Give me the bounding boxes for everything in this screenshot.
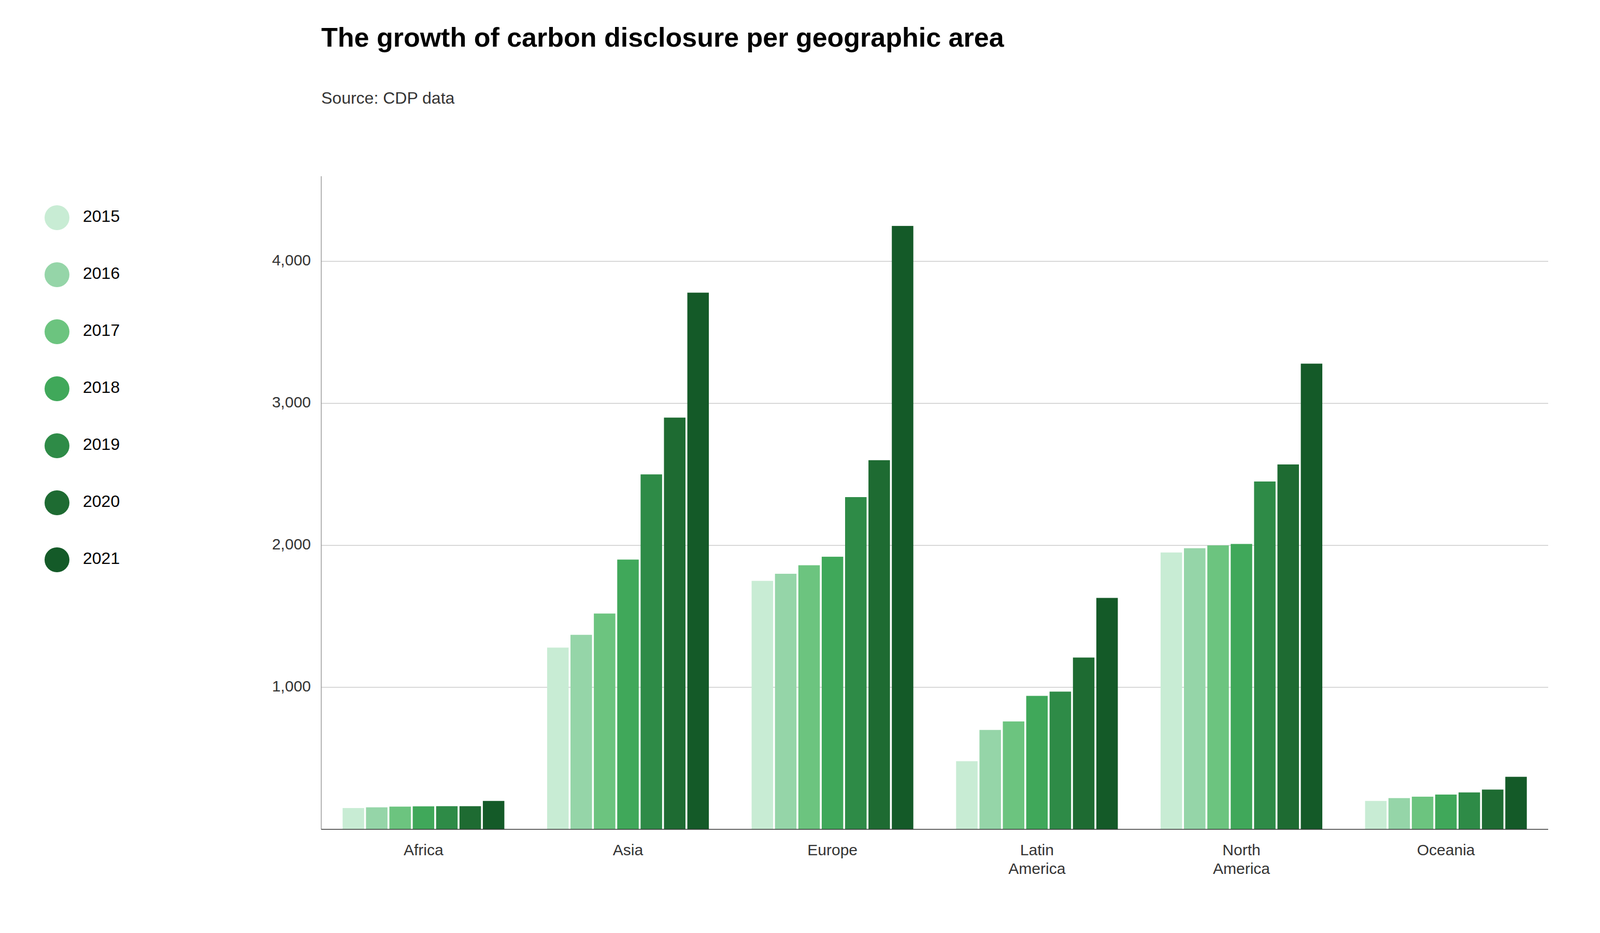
bar (482, 800, 505, 830)
bar (593, 613, 616, 830)
bar (1230, 543, 1252, 830)
x-tick-label-line: America (1008, 859, 1066, 877)
bar (1301, 363, 1323, 830)
bar (570, 634, 592, 830)
bar (775, 573, 797, 830)
x-tick-label-line: Europe (807, 840, 858, 859)
legend-swatch (44, 262, 70, 288)
bar (342, 807, 364, 830)
x-tick-label-line: Africa (403, 840, 444, 859)
x-tick-label: Oceania (1417, 840, 1476, 859)
bar (955, 761, 978, 830)
grid (321, 261, 1549, 688)
x-tick-label: Asia (612, 840, 644, 859)
bar (640, 474, 662, 830)
bar (1096, 597, 1118, 830)
bar (821, 556, 844, 830)
bar (1458, 792, 1480, 830)
subtitle: Source: CDP data (321, 88, 455, 108)
legend-swatch (44, 490, 70, 516)
background (0, 0, 1600, 933)
bar (891, 225, 913, 830)
y-tick-label: 2,000 (272, 535, 311, 553)
legend-label: 2021 (82, 548, 120, 568)
grid-line (321, 261, 1549, 263)
bar (979, 729, 1001, 830)
bar (1388, 797, 1410, 830)
legend-label: 2019 (82, 434, 120, 454)
x-tick-label: Europe (807, 840, 858, 859)
bar (751, 580, 774, 830)
legend-label: 2020 (82, 491, 120, 511)
bar (547, 647, 569, 830)
y-tick-label: 3,000 (272, 393, 311, 411)
bar (687, 292, 709, 830)
bar (1411, 796, 1434, 830)
legend: 2015 2016 2017 2018 2019 2020 2021 (44, 205, 120, 573)
bar (1365, 800, 1387, 830)
bar (1207, 545, 1229, 830)
x-tick-label: NorthAmerica (1212, 840, 1270, 877)
bar (389, 806, 411, 830)
x-tick-label-line: Oceania (1417, 840, 1476, 859)
chart: The growth of carbon disclosure per geog… (0, 0, 1600, 933)
legend-swatch (44, 319, 70, 345)
bar (868, 460, 890, 830)
x-tick-label: LatinAmerica (1008, 840, 1066, 877)
x-tick-label-line: North (1222, 840, 1261, 859)
y-tick-label: 4,000 (272, 251, 311, 269)
y-tick-label: 1,000 (272, 677, 311, 695)
legend-swatch (44, 433, 70, 459)
bar (798, 565, 820, 830)
x-tick-label: Africa (403, 840, 444, 859)
legend-swatch (44, 376, 70, 402)
legend-label: 2017 (82, 320, 120, 340)
bar (1160, 552, 1182, 830)
x-axis-line (321, 828, 1549, 830)
grid-line (321, 544, 1549, 546)
bar (1481, 789, 1504, 830)
grid-line (321, 686, 1549, 688)
bar (412, 806, 435, 830)
bar (1026, 695, 1048, 830)
bar (663, 417, 685, 830)
legend-swatch (44, 205, 70, 231)
y-axis-line (320, 176, 322, 830)
bar (459, 805, 481, 830)
x-tick-label-line: Asia (612, 840, 644, 859)
bars (342, 225, 1527, 830)
bar (1505, 776, 1527, 830)
grid-line (321, 403, 1549, 405)
bar (1002, 721, 1024, 830)
bar (845, 496, 867, 830)
bar (436, 805, 458, 830)
bar (1253, 481, 1276, 830)
bar (1277, 464, 1299, 830)
title: The growth of carbon disclosure per geog… (321, 22, 1005, 53)
bar (365, 807, 388, 830)
x-tick-label-line: America (1212, 859, 1270, 877)
legend-swatch (44, 547, 70, 573)
legend-label: 2016 (82, 263, 120, 283)
bar (1073, 657, 1095, 830)
legend-label: 2015 (82, 206, 120, 226)
bar (1435, 794, 1457, 830)
bar (617, 559, 639, 830)
bar (1049, 691, 1071, 830)
bar (1183, 548, 1206, 830)
x-tick-label-line: Latin (1020, 840, 1054, 859)
legend-label: 2018 (82, 377, 120, 397)
